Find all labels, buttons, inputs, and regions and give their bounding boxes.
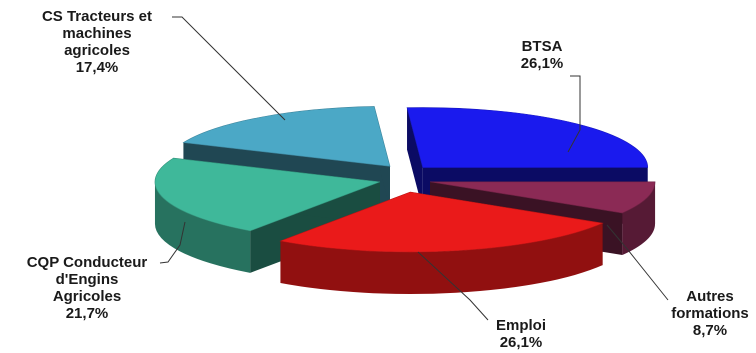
slice-top-cqp (154, 157, 381, 232)
slice-name-line3: Agricoles (52, 288, 122, 305)
slice-wall-btsa-0 (407, 107, 423, 210)
slice-label-cqp: CQP Conducteur d'Engins Agricoles 21,7% (12, 254, 162, 322)
slice-label-autres-formations: Autres formations 8,7% (664, 288, 756, 339)
slice-name-line2: machines (62, 25, 132, 42)
slice-name: Emploi (495, 317, 546, 334)
leader-line-btsa (567, 75, 581, 153)
slice-name: BTSA (521, 38, 563, 55)
slice-name-line2: formations (671, 305, 749, 322)
slice-name-line1: Autres (686, 288, 734, 305)
slice-top-emploi (279, 191, 604, 253)
slice-top-cs-tracteurs (182, 106, 391, 167)
slice-value: 17,4% (75, 59, 119, 76)
slice-rim-cqp (154, 181, 251, 273)
slice-top-autres-formations (429, 181, 656, 214)
slice-label-emploi: Emploi 26,1% (488, 317, 554, 351)
leader-line-cs (172, 16, 286, 121)
label-leader-lines (159, 16, 669, 321)
slice-label-btsa: BTSA 26,1% (507, 38, 577, 72)
slice-value: 26,1% (499, 334, 543, 351)
slice-top-btsa (406, 107, 649, 168)
slice-label-cs-tracteurs: CS Tracteurs et machines agricoles 17,4% (22, 8, 172, 76)
slice-rim-autres-formations (622, 181, 656, 256)
slice-value: 21,7% (65, 305, 109, 322)
leader-line-cqp (159, 221, 186, 264)
leader-line-emploi (417, 251, 489, 321)
slice-name-line1: CQP Conducteur (26, 254, 148, 271)
slice-value: 26,1% (520, 55, 564, 72)
leader-line-autres (606, 224, 669, 301)
slice-name-line1: CS Tracteurs et (41, 8, 153, 25)
pie-slice-tops (154, 106, 656, 253)
slice-name-line3: agricoles (64, 42, 130, 59)
slice-value: 8,7% (692, 322, 728, 339)
slice-rim-emploi (280, 223, 603, 295)
slice-name-line2: d'Engins (55, 271, 119, 288)
